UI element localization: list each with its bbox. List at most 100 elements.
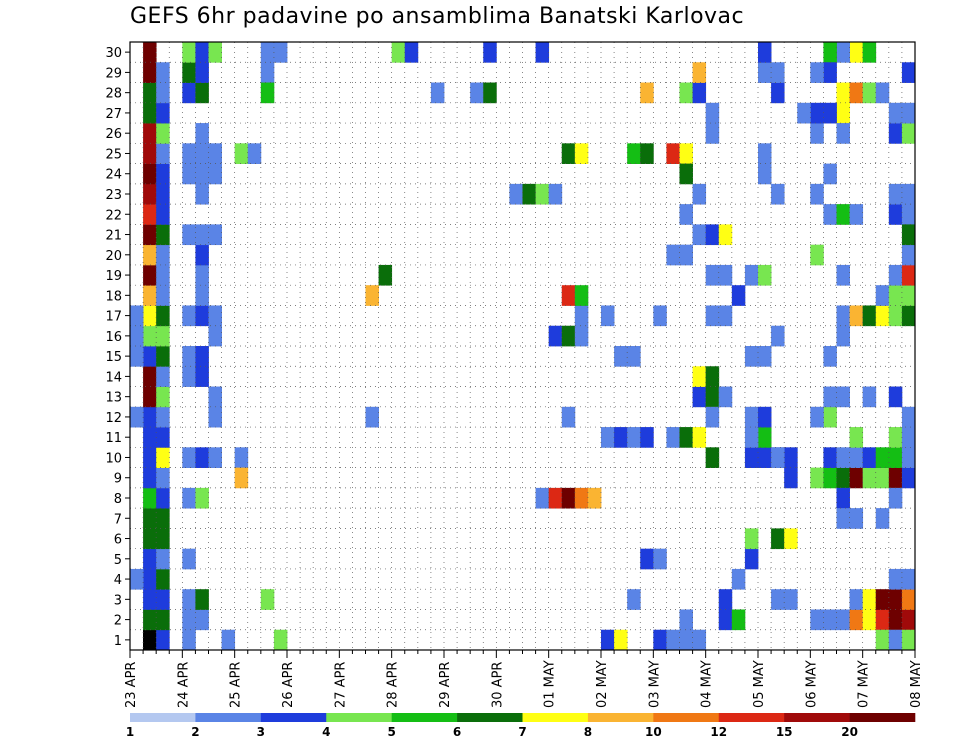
heatmap-cell xyxy=(901,609,916,631)
heatmap-cell xyxy=(810,467,824,489)
heatmap-cell xyxy=(561,285,576,306)
heatmap-cell xyxy=(862,82,877,104)
heatmap-cell xyxy=(260,82,275,104)
heatmap-cell xyxy=(182,143,196,164)
y-tick-label: 30 xyxy=(105,46,122,61)
heatmap-cell xyxy=(901,629,916,651)
y-tick-label: 20 xyxy=(105,249,122,264)
heatmap-cell xyxy=(875,82,890,104)
heatmap-cell xyxy=(901,427,916,448)
heatmap-cell xyxy=(836,305,850,327)
y-tick-label: 23 xyxy=(105,188,122,203)
heatmap-cell xyxy=(653,305,667,327)
heatmap-cell xyxy=(156,224,170,246)
heatmap-cell xyxy=(784,447,798,468)
heatmap-cell xyxy=(143,467,157,489)
y-tick-label: 21 xyxy=(105,229,122,244)
heatmap-cell xyxy=(875,609,890,631)
heatmap-cell xyxy=(758,427,772,448)
heatmap-cell xyxy=(901,568,916,590)
heatmap-cell xyxy=(744,528,759,550)
heatmap-cell xyxy=(862,305,877,327)
heatmap-cell xyxy=(143,62,157,83)
heatmap-cell xyxy=(627,346,641,367)
heatmap-cell xyxy=(247,143,262,164)
heatmap-cell xyxy=(718,589,733,610)
heatmap-cell xyxy=(810,244,824,266)
heatmap-cell xyxy=(273,629,288,651)
heatmap-cell xyxy=(156,427,170,448)
heatmap-cell xyxy=(849,427,864,448)
heatmap-cell xyxy=(156,62,170,83)
heatmap-cell xyxy=(888,102,903,124)
x-tick-label: 04 MAY xyxy=(700,660,715,708)
heatmap-cell xyxy=(130,325,144,347)
heatmap-cell xyxy=(771,528,785,550)
heatmap-cell xyxy=(836,123,850,144)
heatmap-cell xyxy=(862,42,877,63)
heatmap-cell xyxy=(143,305,157,327)
heatmap-cell xyxy=(483,42,497,63)
heatmap-cell xyxy=(143,609,157,631)
legend-swatch xyxy=(784,713,850,722)
heatmap-cell xyxy=(143,528,157,550)
heatmap-cell xyxy=(273,42,288,63)
heatmap-cell xyxy=(156,346,170,367)
heatmap-cell xyxy=(705,102,720,124)
heatmap-cell xyxy=(888,467,903,489)
heatmap-cell xyxy=(692,366,707,387)
legend-swatch xyxy=(130,713,196,722)
heatmap-cell xyxy=(143,204,157,225)
y-tick-label: 3 xyxy=(114,593,122,608)
heatmap-cell xyxy=(260,42,275,63)
y-tick-label: 27 xyxy=(105,107,122,122)
heatmap-cell xyxy=(836,447,850,468)
x-tick-label: 05 MAY xyxy=(752,660,767,708)
heatmap-cell xyxy=(391,42,406,63)
heatmap-cell xyxy=(849,42,864,63)
heatmap-cell xyxy=(143,183,157,205)
y-tick-label: 13 xyxy=(105,391,122,406)
heatmap-cell xyxy=(875,629,890,651)
heatmap-cell xyxy=(378,264,393,286)
heatmap-cell xyxy=(679,244,693,266)
heatmap-cell xyxy=(744,548,759,570)
heatmap-cell xyxy=(483,82,497,104)
heatmap-cell xyxy=(627,427,641,448)
heatmap-cell xyxy=(888,264,903,286)
heatmap-cell xyxy=(156,123,170,144)
heatmap-cell xyxy=(156,629,170,651)
heatmap-cell xyxy=(156,609,170,631)
legend-swatch xyxy=(195,713,262,722)
heatmap-cell xyxy=(888,589,903,610)
heatmap-cell xyxy=(208,163,222,185)
y-tick-label: 9 xyxy=(114,472,122,487)
heatmap-cell xyxy=(901,305,916,327)
heatmap-cell xyxy=(771,183,785,205)
legend-swatch xyxy=(522,713,589,722)
heatmap-cell xyxy=(849,589,864,610)
heatmap-cell xyxy=(771,589,785,610)
heatmap-cell xyxy=(862,589,877,610)
heatmap-cell xyxy=(692,629,707,651)
heatmap-cell xyxy=(849,609,864,631)
legend-swatch xyxy=(653,713,720,722)
legend-label: 6 xyxy=(453,725,461,739)
heatmap-cell xyxy=(234,143,249,164)
heatmap-cell xyxy=(195,244,209,266)
heatmap-cell xyxy=(744,264,759,286)
y-tick-label: 22 xyxy=(105,208,122,223)
x-tick-label: 27 APR xyxy=(333,662,348,708)
legend-label: 5 xyxy=(387,725,395,739)
heatmap-cell xyxy=(195,183,209,205)
heatmap-cell xyxy=(130,305,144,327)
heatmap-cell xyxy=(182,548,196,570)
heatmap-cell xyxy=(143,447,157,468)
heatmap-cell xyxy=(797,102,811,124)
heatmap-cell xyxy=(640,548,654,570)
heatmap-cell xyxy=(208,406,222,428)
heatmap-cell xyxy=(758,62,772,83)
heatmap-cell xyxy=(195,123,209,144)
heatmap-cell xyxy=(195,143,209,164)
legend-label: 3 xyxy=(257,725,265,739)
